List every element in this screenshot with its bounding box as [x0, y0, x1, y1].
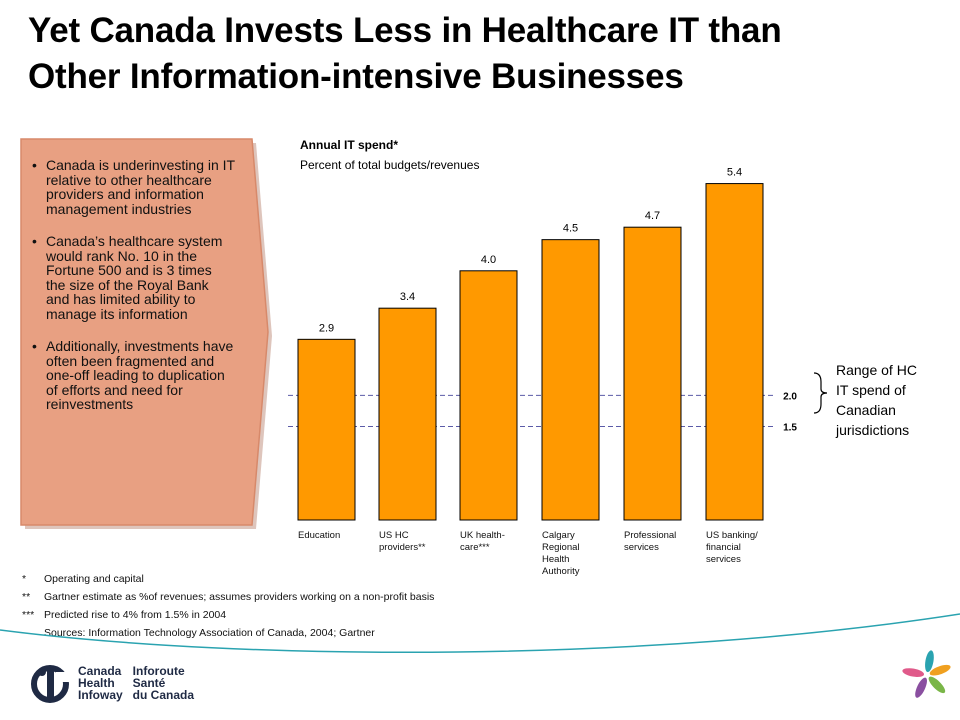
footer-swoosh	[0, 613, 960, 654]
chart-header: Annual IT spend* Percent of total budget…	[300, 135, 479, 175]
category-label: Professional services	[624, 530, 676, 553]
logo-text-en: Canada Health Infoway	[78, 664, 123, 702]
callout-arrow-box	[20, 138, 272, 530]
bar	[297, 338, 356, 521]
callout-arrow-shape	[20, 138, 272, 529]
bar-value-label: 3.4	[400, 291, 415, 303]
category-label: US banking/financial services	[706, 530, 758, 565]
reference-line-label: 2.0	[783, 391, 797, 402]
bar-value-label: 2.9	[319, 322, 334, 334]
footnote-row: *** Predicted rise to 4% from 1.5% in 200…	[22, 609, 227, 621]
category-label: Education	[298, 530, 340, 541]
chart-subtitle: Percent of total budgets/revenues	[300, 158, 480, 172]
bar	[623, 226, 682, 521]
slide-title: Yet Canada Invests Less in Healthcare IT…	[28, 8, 938, 100]
footnotes: * Operating and capital ** Gartner estimat…	[22, 570, 434, 642]
bullet-dot-icon: •	[32, 233, 37, 249]
bullet-item: • Additionally, investments have often be…	[32, 338, 234, 412]
bar-chart: 2.0 1.5 2.9 Education 3.4 US HC providers** 4.0…	[288, 167, 797, 577]
reference-line-label: 1.5	[783, 423, 797, 434]
bar	[541, 239, 600, 521]
range-brace-icon	[813, 372, 828, 414]
bar	[459, 270, 518, 521]
bar	[378, 307, 437, 521]
infoway-logo-icon	[31, 665, 72, 703]
title-line-1: Yet Canada Invests Less in Healthcare IT…	[28, 11, 782, 50]
logo-text-fr: Inforoute Santé du Canada	[132, 664, 195, 702]
bar	[705, 183, 764, 521]
bullet-item: • Canada is underinvesting in IT relative…	[32, 157, 235, 217]
bullet-dot-icon: •	[32, 157, 37, 173]
bar-value-label: 4.0	[481, 254, 496, 266]
title-line-2: Other Information-intensive Businesses	[28, 57, 684, 96]
bar-value-label: 5.4	[727, 167, 742, 179]
bar-value-label: 4.7	[645, 210, 660, 222]
range-annotation: Range of HC IT spend of Canadian jurisdi…	[836, 362, 917, 438]
category-label: UK health-care***	[460, 530, 505, 553]
bullet-dot-icon: •	[32, 338, 37, 354]
infoway-logo: Canada Health Infoway Inforoute Santé du…	[30, 662, 194, 704]
category-label: Calgary Regional Health Authority	[542, 530, 580, 577]
footnote-row: Sources: Information Technology Associat…	[44, 627, 375, 639]
bar-value-label: 4.5	[563, 223, 578, 235]
footnote-row: * Operating and capital	[22, 573, 144, 585]
footnote-row: ** Gartner estimate as %of revenues; assu…	[22, 591, 435, 603]
flower-icon	[902, 650, 951, 698]
chart-title: Annual IT spend*	[300, 138, 399, 152]
bullet-item: • Canada’s healthcare system would rank N…	[32, 233, 223, 322]
category-label: US HC providers**	[379, 530, 426, 553]
callout-bullet-list: • Canada is underinvesting in IT relative…	[30, 158, 235, 430]
